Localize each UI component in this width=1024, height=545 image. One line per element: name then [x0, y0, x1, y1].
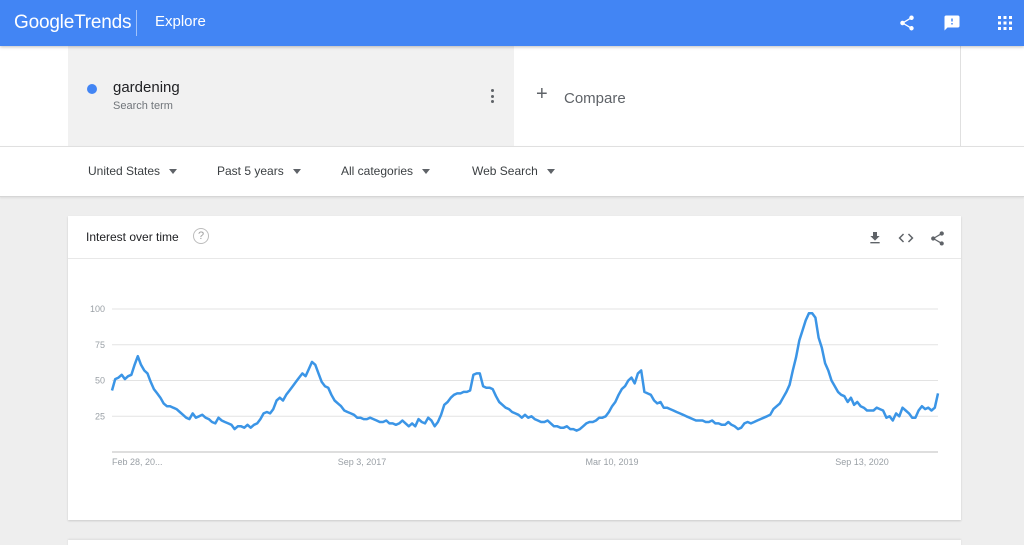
y-tick-label: 100 [90, 304, 105, 314]
header-divider [136, 10, 137, 36]
share-icon[interactable] [928, 229, 946, 247]
search-property-label: Web Search [472, 164, 538, 178]
region-dropdown[interactable]: United States [88, 164, 178, 178]
y-tick-label: 50 [95, 376, 105, 386]
logo-trends-text: Trends [74, 12, 132, 33]
category-dropdown[interactable]: All categories [341, 164, 431, 178]
plus-icon: + [536, 83, 548, 105]
interest-over-time-card: Interest over time ? 100 75 50 25 Feb 28, 20… [68, 216, 961, 520]
next-card-stub [68, 540, 961, 545]
time-range-dropdown[interactable]: Past 5 years [217, 164, 301, 178]
page-title: Explore [155, 13, 206, 30]
category-label: All categories [341, 164, 414, 178]
region-label: United States [88, 164, 161, 178]
logo-google-text: Google [14, 12, 75, 33]
apps-icon[interactable] [993, 11, 1017, 35]
y-tick-label: 25 [95, 411, 105, 421]
x-tick-label: Feb 28, 20... [112, 457, 163, 467]
search-term-type: Search term [113, 100, 173, 112]
caret-down-icon [292, 168, 301, 174]
google-trends-logo[interactable]: GoogleTrends [14, 12, 132, 34]
feedback-icon[interactable] [940, 11, 964, 35]
share-icon[interactable] [895, 11, 919, 35]
search-terms-row: gardening Search term + Compare [0, 46, 1024, 146]
top-bar: GoogleTrends Explore [0, 0, 1024, 46]
y-tick-label: 75 [95, 340, 105, 350]
interest-line-chart: 100 75 50 25 Feb 28, 20... Sep 3, 2017 Mar 10,… [90, 304, 940, 467]
caret-down-icon [169, 168, 178, 174]
term-color-dot [87, 84, 97, 94]
card-header: Interest over time ? [68, 216, 961, 259]
series-line[interactable] [110, 312, 940, 432]
embed-icon[interactable] [897, 229, 915, 247]
help-icon[interactable]: ? [193, 228, 209, 244]
x-tick-label: Sep 13, 2020 [835, 457, 889, 467]
download-icon[interactable] [866, 229, 884, 247]
filter-bar: United States Past 5 years All categorie… [0, 146, 1024, 197]
time-range-label: Past 5 years [217, 164, 284, 178]
more-vert-icon[interactable] [486, 86, 498, 106]
x-tick-label: Sep 3, 2017 [338, 457, 387, 467]
search-term-card[interactable]: gardening Search term [68, 46, 514, 146]
caret-down-icon [422, 168, 431, 174]
search-term-name[interactable]: gardening [113, 79, 180, 96]
x-tick-label: Mar 10, 2019 [585, 457, 638, 467]
search-property-dropdown[interactable]: Web Search [472, 164, 555, 178]
compare-label: Compare [564, 90, 626, 107]
compare-button[interactable]: + Compare [514, 46, 961, 146]
card-title: Interest over time [86, 230, 179, 244]
caret-down-icon [546, 168, 555, 174]
